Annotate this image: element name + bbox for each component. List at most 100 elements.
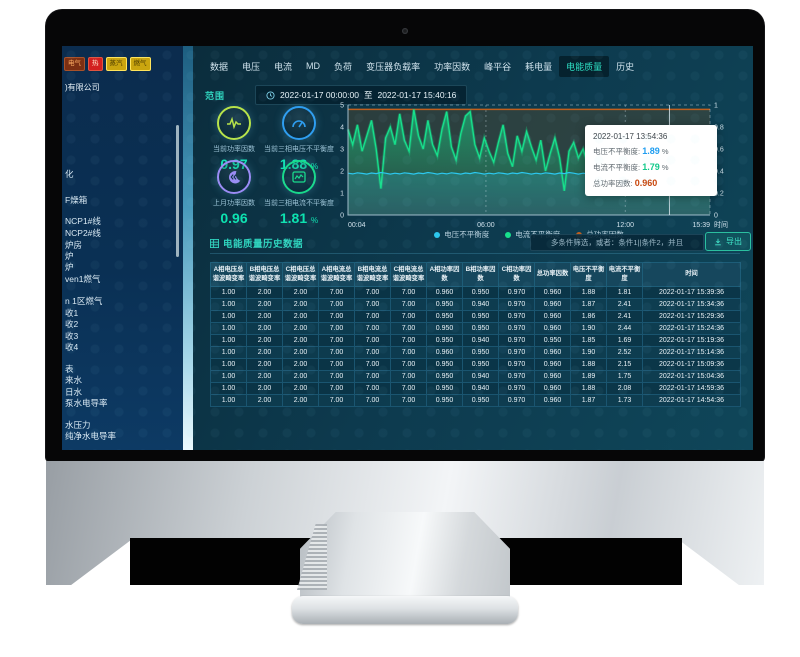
column-header: 电流不平衡度 [606,262,643,287]
table-cell: 0.950 [462,322,499,335]
table-cell: 0.970 [498,322,535,335]
utility-chip-0[interactable]: 电气 [64,57,85,71]
svg-text:0.4: 0.4 [714,169,724,176]
table-cell: 0.940 [462,334,499,347]
top-nav: 数据 电压 电流 MD 负荷 变压器负载率 功率因数 峰平谷 耗电量 电能质量 历史 [193,55,641,77]
sidebar-tree-item[interactable]: 日水 [65,387,83,397]
tab-历史[interactable]: 历史 [616,61,635,72]
table-cell: 7.00 [354,310,391,323]
table-row: 1.00 2.00 2.00 7.00 7.00 7.00 0.960 0.950 0.970 0… [210,286,741,299]
table-cell: 2.15 [606,358,643,371]
download-icon [715,238,721,245]
table-cell: 7.00 [318,370,355,383]
tab-电流[interactable]: 电流 [274,61,293,72]
table-cell: 7.00 [354,394,391,407]
svg-text:3: 3 [340,147,344,154]
tab-功率因数[interactable]: 功率因数 [434,61,471,72]
tab-电压[interactable]: 电压 [242,61,261,72]
sidebar-tree-item[interactable]: 泵水电导率 [65,398,108,408]
tab-MD[interactable]: MD [306,61,321,71]
table-cell: 7.00 [354,382,391,395]
history-table: A相电压总谐波畸变率 B相电压总谐波畸变率 C相电压总谐波畸变率 A相电流总谐波畸变率… [210,262,741,407]
table-cell: 2.00 [282,382,319,395]
table-cell: 0.950 [462,310,499,323]
column-header: 电压不平衡度 [570,262,607,287]
table-cell: 2.00 [282,346,319,359]
legend-item-电压不平衡度[interactable]: 电压不平衡度 [434,229,489,240]
table-cell: 7.00 [318,382,355,395]
tab-峰平谷[interactable]: 峰平谷 [484,61,512,72]
table-cell: 7.00 [318,286,355,299]
filter-input[interactable]: 多条件筛选，或者：条件1||条件2，并且 [530,234,704,251]
sidebar-tree-item[interactable]: 炉 [65,251,74,261]
sidebar-tree-item[interactable]: 炉 [65,262,74,272]
sidebar-tree-item[interactable]: 表 [65,364,74,374]
table-row: 1.00 2.00 2.00 7.00 7.00 7.00 0.950 0.950 0.970 0… [210,310,741,323]
table-cell: 1.00 [210,394,247,407]
sidebar-tree-item[interactable]: 化 [65,169,74,179]
sidebar-tree-item[interactable]: 收1 [65,308,79,318]
table-cell: 7.00 [390,286,427,299]
table-row: 1.00 2.00 2.00 7.00 7.00 7.00 0.950 0.940 0.970 0… [210,370,741,383]
sidebar-tree-item[interactable]: 收4 [65,342,79,352]
table-cell: 2.00 [246,358,283,371]
tab-耗电量[interactable]: 耗电量 [525,61,553,72]
svg-text:5: 5 [340,103,344,110]
table-cell: 1.88 [570,358,607,371]
sidebar-tree-item[interactable]: 炉房 [65,240,83,250]
table-cell: 2022-01-17 15:09:36 [642,358,741,371]
table-cell: 0.970 [498,346,535,359]
svg-text:00:04: 00:04 [348,222,366,229]
sidebar: 电气热蒸汽 燃气 )有限公司 化 F燥箱 NCP1#线 NCP2#线 炉房炉炉 ven1燃气… [62,46,183,450]
table-row: 1.00 2.00 2.00 7.00 7.00 7.00 0.950 0.940 0.970 0… [210,298,741,311]
sidebar-tree-item[interactable]: n 1区燃气 [65,296,103,306]
sidebar-tree-item[interactable]: ven1燃气 [65,274,101,284]
utility-chip-3[interactable]: 燃气 [129,57,151,71]
table-cell: 0.950 [426,358,463,371]
table-cell: 7.00 [354,346,391,359]
sidebar-tree-item[interactable]: 来水 [65,375,83,385]
table-cell: 0.960 [534,346,571,359]
sidebar-tree-item[interactable]: NCP1#线 [65,216,101,226]
date-range-picker[interactable]: 2022-01-17 00:00:00 至 2022-01-17 15:40:1… [255,85,468,105]
table-cell: 1.88 [570,382,607,395]
tab-数据[interactable]: 数据 [210,61,229,72]
utility-chip-1[interactable]: 热 [88,57,103,71]
section-divider [210,253,740,254]
table-row: 1.00 2.00 2.00 7.00 7.00 7.00 0.950 0.950 0.970 0… [210,394,741,407]
sidebar-tree-item[interactable]: 水压力 [65,420,91,430]
pulse-icon [217,106,251,140]
tab-变压器负载率[interactable]: 变压器负载率 [366,61,421,72]
sidebar-tree-item[interactable]: NCP2#线 [65,228,101,238]
tab-负荷[interactable]: 负荷 [334,61,353,72]
table-row: 1.00 2.00 2.00 7.00 7.00 7.00 0.950 0.940 0.970 0… [210,334,741,347]
table-cell: 2.52 [606,346,643,359]
utility-chip-2[interactable]: 蒸汽 [105,57,127,71]
column-header: C相电压总谐波畸变率 [282,262,319,287]
main-panel: 数据 电压 电流 MD 负荷 变压器负载率 功率因数 峰平谷 耗电量 电能质量 历史 范围 2022… [193,46,753,450]
export-button[interactable]: 导出 [705,232,751,251]
table-cell: 0.960 [534,358,571,371]
stat-label: 当前三相电压不平衡度 [264,146,334,153]
table-cell: 2022-01-17 15:29:36 [642,310,741,323]
chart-card-icon [282,160,316,194]
table-cell: 2022-01-17 15:24:36 [642,322,741,335]
sidebar-tree-item[interactable]: F燥箱 [65,195,88,205]
table-cell: 1.90 [570,322,607,335]
tab-电能质量[interactable]: 电能质量 [559,55,610,77]
table-cell: 7.00 [390,370,427,383]
table-cell: 0.960 [534,286,571,299]
table-cell: 7.00 [390,382,427,395]
sidebar-tree-item[interactable]: 纯净水电导率 [65,431,117,441]
sidebar-tree-item[interactable]: 收2 [65,319,79,329]
table-cell: 7.00 [354,286,391,299]
svg-text:4: 4 [340,125,344,132]
table-cell: 2.00 [246,346,283,359]
table-cell: 2.00 [246,382,283,395]
table-cell: 0.960 [534,370,571,383]
utility-chip-row: 电气热蒸汽 燃气 [64,57,151,71]
table-cell: 1.75 [606,370,643,383]
sidebar-tree-item[interactable]: 收3 [65,331,79,341]
sidebar-scrollbar[interactable] [176,125,179,257]
chart-tooltip: 2022-01-17 13:54:36 电压不平衡度: 1.89 % 电流不平衡… [585,125,717,197]
